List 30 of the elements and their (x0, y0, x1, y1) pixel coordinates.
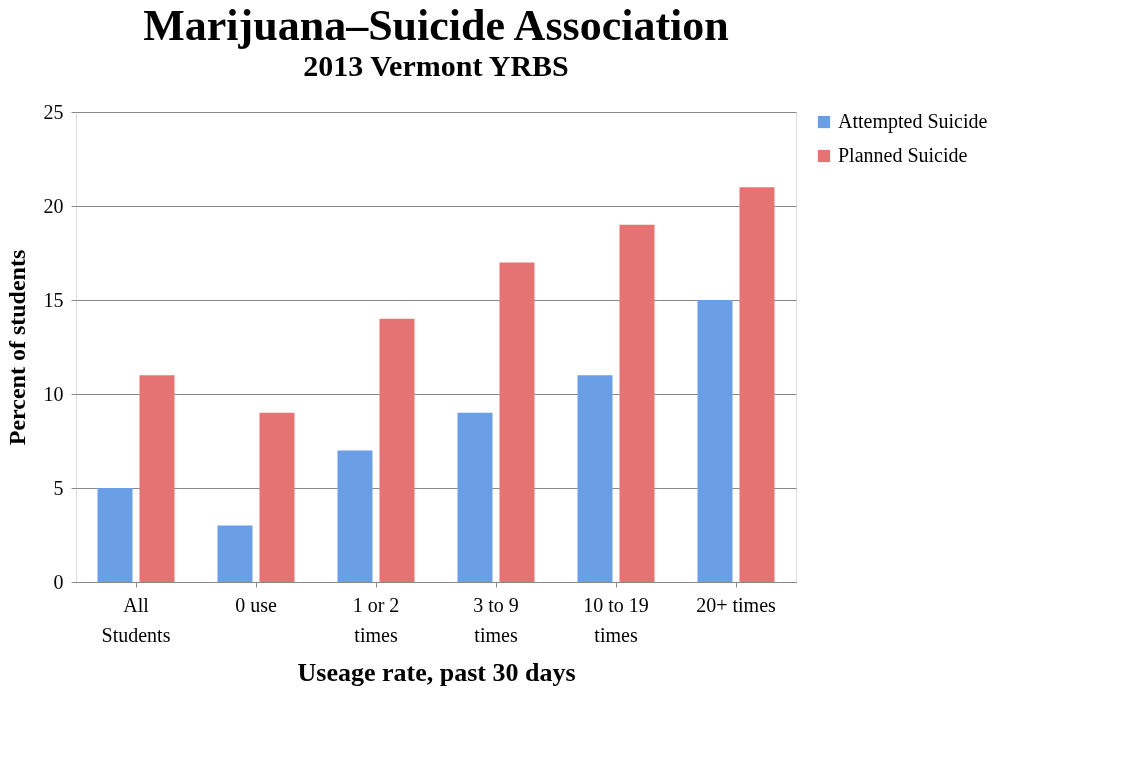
y-tick-label: 0 (53, 570, 64, 593)
y-axis-title: Percent of students (3, 249, 30, 446)
bar (139, 375, 175, 582)
bar (577, 375, 613, 582)
bar (97, 488, 133, 582)
legend-label: Attempted Suicide (838, 110, 988, 133)
bar (619, 224, 655, 582)
x-tick-label: 3 to 9 times (473, 593, 519, 646)
x-tick-label: 1 or 2 times (352, 593, 400, 646)
y-tick-label: 20 (43, 194, 64, 217)
chart-title: Marijuana–Suicide Association (143, 1, 729, 50)
y-tick-label: 15 (43, 288, 64, 311)
x-tick-label: All Students (101, 593, 171, 646)
bar (379, 318, 415, 582)
x-axis-title: Useage rate, past 30 days (297, 657, 576, 687)
y-tick-label: 5 (53, 476, 64, 499)
bar (337, 450, 373, 582)
bar (259, 412, 295, 582)
bar (499, 262, 535, 582)
bar (457, 412, 493, 582)
chart-subtitle: 2013 Vermont YRBS (303, 49, 569, 82)
x-tick-label: 20+ times (696, 593, 777, 616)
legend-label: Planned Suicide (838, 144, 968, 166)
bar (217, 525, 253, 582)
bar (697, 300, 733, 582)
x-tick-label: 0 use (235, 593, 277, 616)
y-tick-label: 10 (43, 382, 64, 405)
y-tick-label: 25 (43, 100, 64, 123)
bar (739, 187, 775, 582)
x-tick-label: 10 to 19 times (583, 593, 649, 646)
